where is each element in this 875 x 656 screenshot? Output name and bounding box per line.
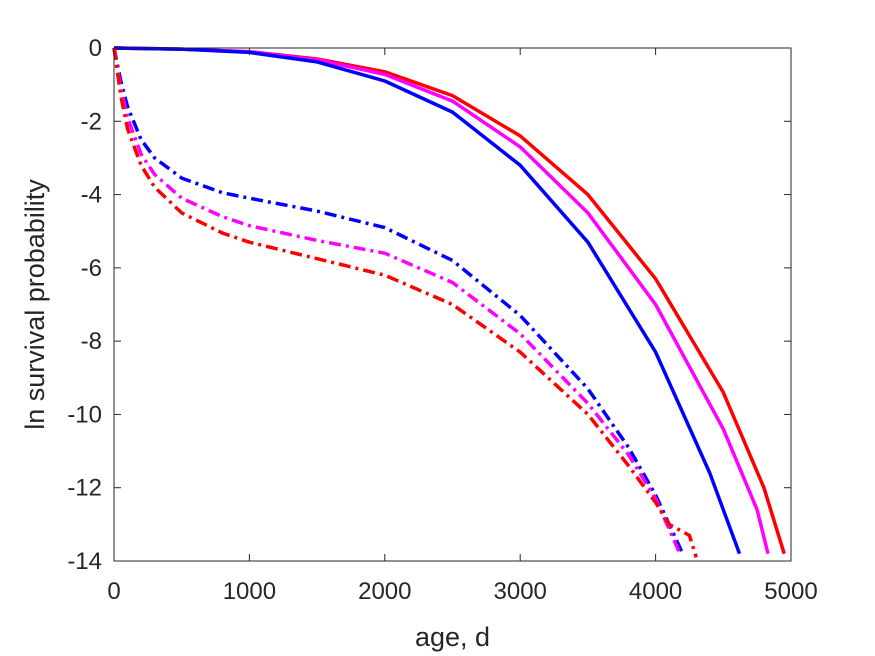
x-tick-label: 5000 [764, 578, 817, 605]
y-tick-label: -8 [81, 328, 102, 355]
y-tick-label: -14 [67, 548, 102, 575]
series-line-4 [112, 47, 685, 555]
y-tick-label: -2 [81, 108, 102, 135]
x-tick-label: 3000 [494, 578, 547, 605]
series-line-5 [112, 47, 682, 555]
y-tick-label: -12 [67, 475, 102, 502]
plot-frame [113, 47, 792, 562]
series-layer [112, 46, 786, 558]
ticks-layer: 0 1000 2000 3000 4000 5000 0 -2 -4 -6 -8 -10 -12 -14 [67, 35, 817, 605]
x-tick-label: 4000 [629, 578, 682, 605]
x-tick-label: 1000 [223, 578, 276, 605]
x-axis-label: age, d [415, 622, 490, 652]
y-axis-label: ln survival probability [20, 179, 50, 430]
y-tick-label: -10 [67, 401, 102, 428]
y-tick-label: -4 [81, 182, 102, 209]
x-tick-label: 0 [107, 578, 120, 605]
series-line-3 [113, 46, 742, 555]
series-line-6 [112, 47, 698, 558]
x-tick-label: 2000 [358, 578, 411, 605]
y-tick-label: -6 [81, 255, 102, 282]
y-tick-label: 0 [89, 35, 102, 62]
